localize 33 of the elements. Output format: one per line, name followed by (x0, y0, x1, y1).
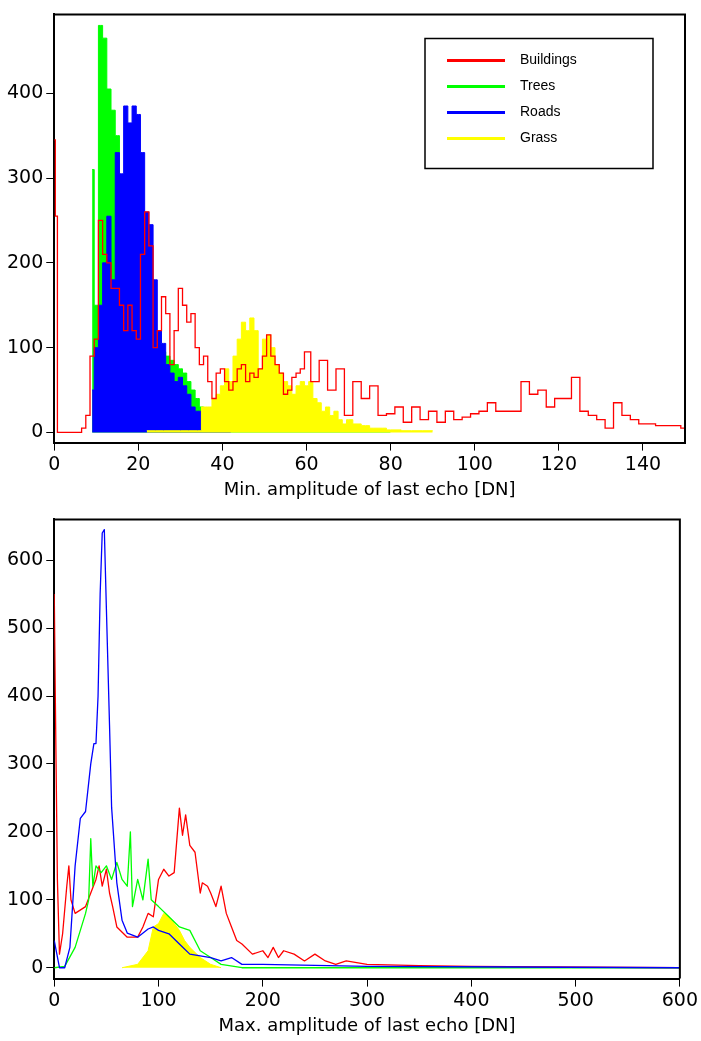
x-tick-label: 40 (210, 451, 235, 474)
legend-label: Buildings (520, 51, 577, 68)
y-tick-label: 0 (31, 954, 44, 977)
y-tick-label: 0 (31, 419, 44, 442)
y-tick-label: 100 (7, 334, 44, 357)
legend-label: Trees (520, 77, 556, 94)
x-tick-label: 20 (126, 451, 151, 474)
x-axis-title: Min. amplitude of last echo [DN] (223, 477, 516, 499)
x-tick-label: 300 (348, 987, 386, 1010)
y-tick-label: 500 (7, 615, 44, 638)
y-tick-label: 200 (7, 818, 44, 841)
x-axis-title: Max. amplitude of last echo [DN] (218, 1013, 516, 1035)
y-tick-label: 400 (7, 682, 44, 705)
legend-label: Grass (520, 129, 558, 146)
x-tick-label: 100 (140, 987, 177, 1010)
x-tick-label: 400 (453, 987, 490, 1010)
x-tick-label: 0 (48, 987, 61, 1010)
x-tick-label: 600 (661, 987, 698, 1010)
x-tick-label: 500 (557, 987, 594, 1010)
x-tick-label: 0 (48, 451, 61, 474)
x-tick-label: 120 (540, 451, 577, 474)
y-tick-label: 300 (7, 164, 44, 187)
y-tick-label: 600 (7, 547, 44, 570)
y-tick-label: 300 (7, 750, 44, 773)
legend-label: Roads (520, 103, 561, 120)
x-tick-label: 200 (244, 987, 281, 1010)
x-tick-label: 100 (456, 451, 493, 474)
y-tick-label: 200 (7, 249, 44, 272)
x-tick-label: 60 (294, 451, 319, 474)
x-tick-label: 80 (378, 451, 403, 474)
y-tick-label: 100 (7, 886, 44, 909)
y-tick-label: 400 (7, 80, 44, 103)
x-tick-label: 140 (624, 451, 662, 474)
